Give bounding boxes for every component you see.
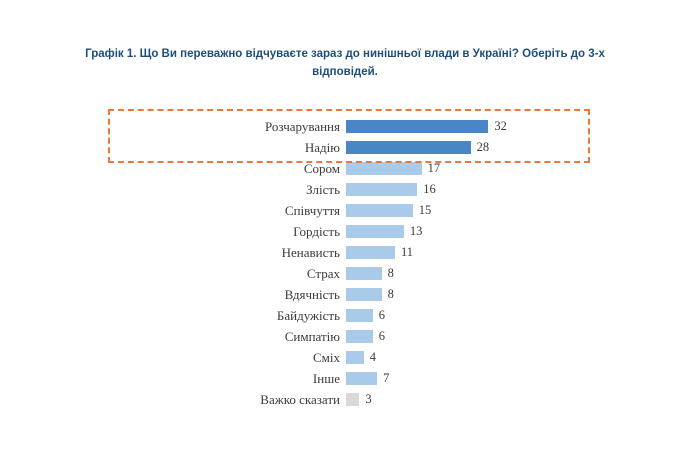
bar: [346, 330, 373, 343]
chart-row: Сміх 4: [100, 347, 640, 368]
bar: [346, 183, 418, 196]
category-label: Ненависть: [281, 244, 340, 260]
value-label: 8: [387, 287, 394, 301]
bar: [346, 162, 422, 175]
chart-row: Гордість 13: [100, 221, 640, 242]
chart-row: Страх 8: [100, 263, 640, 284]
chart-row: Надію 28: [100, 137, 640, 158]
bar: [346, 225, 404, 238]
bar-chart: Розчарування 32 Надію 28 Сором 17 Злість 16 Спів…: [100, 109, 640, 410]
value-label: 6: [378, 329, 385, 343]
chart-row: Байдужість 6: [100, 305, 640, 326]
value-label: 13: [409, 224, 423, 238]
value-label: 3: [365, 392, 372, 406]
category-label: Симпатію: [284, 328, 340, 344]
category-label: Важко сказати: [260, 391, 340, 407]
value-label: 32: [494, 119, 507, 133]
chart-row: Співчуття 15: [100, 200, 640, 221]
chart-row: Ненависть 11: [100, 242, 640, 263]
value-label: 4: [369, 350, 377, 364]
bar: [346, 393, 360, 406]
category-label: Гордість: [293, 223, 340, 239]
category-label: Сором: [303, 160, 340, 176]
category-label: Співчуття: [284, 202, 340, 218]
bar: [346, 372, 378, 385]
category-label: Розчарування: [264, 118, 340, 134]
chart-row: Важко сказати 3: [100, 389, 640, 410]
value-label: 11: [400, 245, 413, 259]
chart-row: Сором 17: [100, 158, 640, 179]
bar: [346, 120, 489, 133]
category-label: Сміх: [312, 349, 340, 365]
bar-chart-rows: Розчарування 32 Надію 28 Сором 17 Злість 16 Спів…: [100, 116, 640, 410]
category-label: Надію: [304, 139, 340, 155]
value-label: 6: [378, 308, 385, 322]
value-label: 7: [383, 371, 390, 385]
bar: [346, 204, 413, 217]
chart-row: Вдячність 8: [100, 284, 640, 305]
chart-row: Розчарування 32: [100, 116, 640, 137]
chart-row: Інше 7: [100, 368, 640, 389]
category-label: Злість: [306, 181, 340, 197]
category-label: Інше: [312, 370, 340, 386]
bar: [346, 267, 382, 280]
value-label: 16: [423, 182, 436, 196]
category-label: Страх: [306, 265, 340, 281]
bar: [346, 141, 471, 154]
value-label: 17: [427, 161, 441, 175]
chart-row: Симпатію 6: [100, 326, 640, 347]
value-label: 15: [418, 203, 432, 217]
chart-title: Графік 1. Що Ви переважно відчуваєте зар…: [85, 48, 605, 78]
value-label: 28: [476, 140, 490, 154]
category-label: Вдячність: [284, 286, 340, 302]
chart-row: Злість 16: [100, 179, 640, 200]
category-label: Байдужість: [276, 307, 340, 323]
bar: [346, 351, 364, 364]
bar: [346, 309, 373, 322]
bar: [346, 288, 382, 301]
value-label: 8: [387, 266, 394, 280]
bar: [346, 246, 395, 259]
